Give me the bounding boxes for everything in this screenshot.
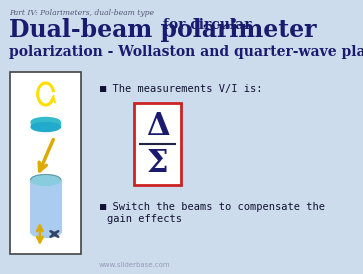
Ellipse shape	[30, 175, 61, 185]
Bar	[134, 103, 181, 185]
Text: for circular: for circular	[158, 18, 252, 32]
Text: ■ Switch the beams to compensate the: ■ Switch the beams to compensate the	[100, 202, 325, 212]
Text: www.sliderbase.com: www.sliderbase.com	[98, 262, 170, 268]
Text: gain effects: gain effects	[107, 214, 182, 224]
Ellipse shape	[31, 118, 60, 127]
Bar	[10, 72, 81, 254]
Ellipse shape	[30, 227, 61, 238]
Ellipse shape	[31, 122, 60, 132]
Text: polarization - Wollaston and quarter-wave plate: polarization - Wollaston and quarter-wav…	[9, 45, 363, 59]
Text: Δ: Δ	[146, 111, 170, 142]
Text: Dual-beam polarimeter: Dual-beam polarimeter	[9, 18, 316, 42]
Text: Σ: Σ	[147, 148, 168, 179]
Bar	[31, 122, 60, 127]
Text: Part IV: Polarimeters, dual-beam type: Part IV: Polarimeters, dual-beam type	[9, 9, 154, 17]
Text: ■ The measurements V/I is:: ■ The measurements V/I is:	[100, 84, 262, 94]
Bar	[30, 180, 61, 232]
